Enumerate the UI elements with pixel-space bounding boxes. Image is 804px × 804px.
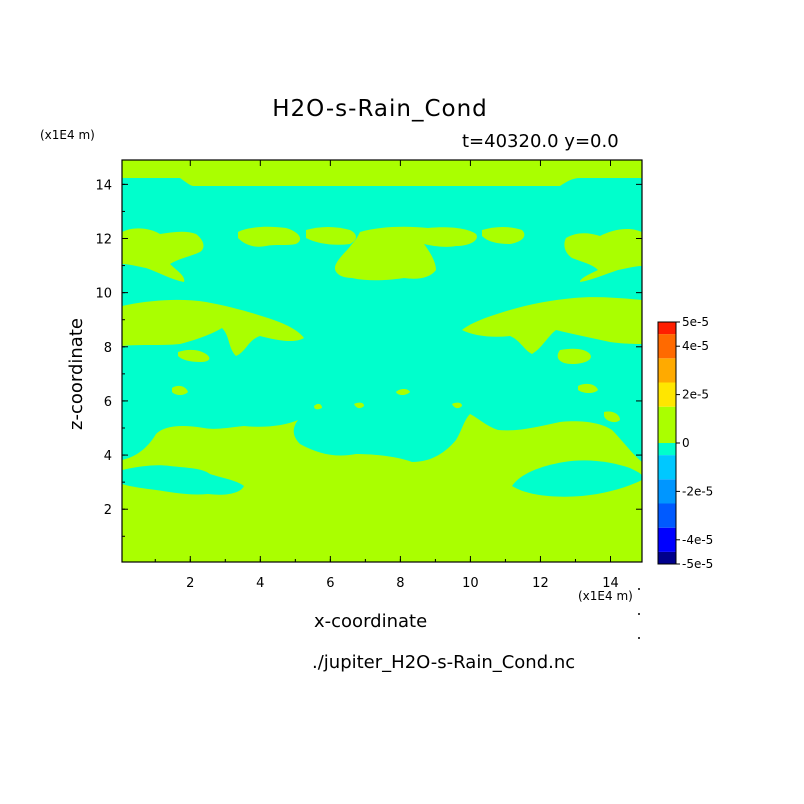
field-positive-patch — [604, 411, 620, 423]
colorbar-tick-label: 4e-5 — [682, 339, 709, 353]
x-tick-label: 8 — [396, 576, 404, 591]
marker-dot — [638, 637, 640, 639]
field-positive-patch — [306, 227, 356, 245]
field-positive-patch — [396, 389, 410, 395]
field-positive-patch — [122, 299, 304, 356]
source-file-label: ./jupiter_H2O-s-Rain_Cond.nc — [312, 652, 576, 673]
colorbar-bin — [658, 551, 676, 564]
field-negative-pocket-left — [122, 465, 244, 495]
z-unit-label: (x1E4 m) — [40, 128, 95, 142]
field-positive-patch — [122, 228, 204, 282]
x-axis-label: x-coordinate — [314, 611, 428, 632]
field-positive-patch — [482, 227, 525, 244]
field-positive-patch — [314, 403, 322, 410]
chart-subtitle: t=40320.0 y=0.0 — [462, 131, 619, 152]
chart-title: H2O-s-Rain_Cond — [272, 96, 488, 122]
field-positive-patch — [557, 348, 591, 364]
colorbar-bin — [658, 322, 676, 335]
field-negative-region — [122, 178, 642, 462]
x-tick-label: 6 — [326, 576, 334, 591]
plot-frame — [121, 159, 643, 563]
y-tick-label: 2 — [104, 503, 112, 518]
field-positive-patch — [462, 297, 642, 354]
colorbar-tick-label: -5e-5 — [682, 557, 713, 571]
x-unit-label: (x1E4 m) — [578, 589, 633, 603]
field-negative-pocket-right — [512, 460, 642, 497]
y-tick-label: 4 — [104, 449, 112, 464]
colorbar-tick-label: 0 — [682, 436, 690, 450]
y-tick-label: 14 — [95, 178, 112, 193]
colorbar-bin — [658, 382, 676, 407]
y-tick-label: 8 — [104, 341, 112, 356]
colorbar-bin — [658, 406, 676, 443]
x-tick-label: 2 — [186, 576, 194, 591]
colorbar-bin — [658, 527, 676, 552]
colorbar-bin — [658, 455, 676, 480]
marker-dot — [638, 613, 640, 615]
field-positive-patch — [354, 402, 364, 409]
colorbar-bin — [658, 443, 676, 456]
colorbar-tick-label: -4e-5 — [682, 533, 713, 547]
field-top-band-edge — [122, 176, 642, 186]
field-top-band — [122, 160, 642, 178]
heatmap-field — [122, 160, 642, 562]
colorbar: 5e-5 4e-5 2e-5 0 -2e-5 -4e-5 -5e-5 — [638, 315, 713, 639]
y-tick-label: 12 — [95, 233, 112, 248]
x-tick-label: 10 — [462, 576, 479, 591]
colorbar-bin — [658, 503, 676, 528]
plot-axes: 2 4 6 8 10 12 14 2 4 6 8 10 12 14 — [95, 159, 643, 591]
field-positive-patch — [564, 229, 642, 282]
x-tick-label: 12 — [532, 576, 549, 591]
y-tick-label: 10 — [95, 287, 112, 302]
field-positive-patch — [238, 226, 301, 247]
colorbar-tick-label: 2e-5 — [682, 388, 709, 402]
colorbar-tick-label: -2e-5 — [682, 484, 713, 498]
y-tick-label: 6 — [104, 395, 112, 410]
x-tick-label: 14 — [602, 576, 619, 591]
field-positive-patch — [452, 402, 462, 409]
field-positive-patch — [178, 349, 210, 362]
field-positive-patch — [334, 226, 477, 281]
colorbar-bin — [658, 334, 676, 359]
field-positive-patch — [578, 383, 598, 393]
field-positive-patch — [172, 385, 188, 395]
x-tick-label: 4 — [256, 576, 264, 591]
colorbar-tick-label: 5e-5 — [682, 315, 709, 329]
marker-dot — [638, 588, 640, 590]
colorbar-bin — [658, 358, 676, 383]
colorbar-bin — [658, 479, 676, 504]
